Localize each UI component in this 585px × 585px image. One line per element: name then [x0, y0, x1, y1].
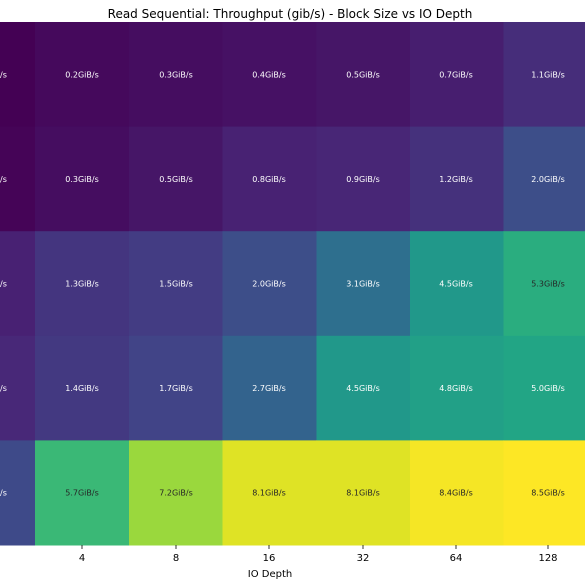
- x-tick-label-32: 32: [357, 553, 370, 564]
- x-tick-label-8: 8: [173, 553, 179, 564]
- heatmap-cell-label-r0-c2: 0.3GiB/s: [159, 70, 193, 79]
- heatmap-cell-r3-c0: [0, 335, 36, 441]
- heatmap-cell-r2-c0: [0, 231, 36, 337]
- heatmap-cell-label-r2-c0: /s: [0, 280, 7, 289]
- heatmap-cell-r1-c2: [129, 126, 223, 232]
- heatmap-cell-label-r0-c6: 1.1GiB/s: [531, 70, 565, 79]
- heatmap-cell-label-r4-c4: 8.1GiB/s: [346, 489, 380, 498]
- heatmap-cell-r3-c4: [316, 335, 411, 441]
- heatmap-cell-label-r0-c5: 0.7GiB/s: [439, 70, 473, 79]
- heatmap-cell-label-r4-c5: 8.4GiB/s: [439, 489, 473, 498]
- heatmap-cell-label-r3-c0: /s: [0, 384, 7, 393]
- heatmap-cell-r4-c2: [129, 440, 223, 546]
- heatmap-cells: /s 0.2GiB/s 0.3GiB/s 0.4GiB/s 0.5GiB/s 0.7GiB…: [0, 22, 585, 546]
- heatmap-cell-r1-c6: [503, 126, 585, 232]
- heatmap-cell-r3-c6: [503, 335, 585, 441]
- heatmap-cell-r1-c3: [222, 126, 317, 232]
- heatmap-cell-r2-c4: [316, 231, 411, 337]
- heatmap-cell-label-r2-c1: 1.3GiB/s: [65, 280, 99, 289]
- chart-title: Read Sequential: Throughput (gib/s) - Bl…: [108, 7, 473, 21]
- heatmap-cell-r4-c0: [0, 440, 36, 546]
- heatmap-cell-r3-c3: [222, 335, 317, 441]
- heatmap-cell-label-r4-c3: 8.1GiB/s: [252, 489, 286, 498]
- heatmap-cell-label-r3-c2: 1.7GiB/s: [159, 384, 193, 393]
- heatmap-cell-label-r1-c2: 0.5GiB/s: [159, 175, 193, 184]
- heatmap-cell-r4-c5: [410, 440, 504, 546]
- heatmap-cell-r3-c5: [410, 335, 504, 441]
- heatmap-cell-label-r3-c6: 5.0GiB/s: [531, 384, 565, 393]
- heatmap-cell-r0-c5: [410, 22, 504, 128]
- heatmap-cell-label-r4-c2: 7.2GiB/s: [159, 489, 193, 498]
- heatmap-cell-label-r4-c1: 5.7GiB/s: [65, 489, 99, 498]
- heatmap-cell-r2-c3: [222, 231, 317, 337]
- x-tick-label-4: 4: [79, 553, 85, 564]
- heatmap-cell-r0-c1: [35, 22, 130, 128]
- heatmap-cell-r3-c1: [35, 335, 130, 441]
- heatmap-cell-r0-c4: [316, 22, 411, 128]
- heatmap-cell-label-r2-c6: 5.3GiB/s: [531, 280, 565, 289]
- heatmap-cell-label-r2-c3: 2.0GiB/s: [252, 280, 286, 289]
- heatmap-cell-label-r1-c4: 0.9GiB/s: [346, 175, 380, 184]
- heatmap-cell-r2-c5: [410, 231, 504, 337]
- x-tick-label-128: 128: [538, 553, 557, 564]
- heatmap-cell-label-r1-c1: 0.3GiB/s: [65, 175, 99, 184]
- heatmap-cell-r4-c4: [316, 440, 411, 546]
- heatmap-cell-r4-c3: [222, 440, 317, 546]
- heatmap-cell-label-r1-c0: /s: [0, 175, 7, 184]
- heatmap-cell-label-r0-c3: 0.4GiB/s: [252, 70, 286, 79]
- heatmap-cell-r3-c2: [129, 335, 223, 441]
- heatmap-cell-r4-c6: [503, 440, 585, 546]
- heatmap-cell-label-r3-c5: 4.8GiB/s: [439, 384, 473, 393]
- heatmap-cell-label-r4-c6: 8.5GiB/s: [531, 489, 565, 498]
- heatmap-cell-label-r1-c5: 1.2GiB/s: [439, 175, 473, 184]
- heatmap-cell-label-r3-c1: 1.4GiB/s: [65, 384, 99, 393]
- heatmap-cell-r4-c1: [35, 440, 130, 546]
- heatmap-cell-r1-c5: [410, 126, 504, 232]
- heatmap-cell-label-r2-c4: 3.1GiB/s: [346, 280, 380, 289]
- heatmap-cell-label-r3-c3: 2.7GiB/s: [252, 384, 286, 393]
- heatmap-cell-r2-c1: [35, 231, 130, 337]
- heatmap-cell-label-r2-c2: 1.5GiB/s: [159, 280, 193, 289]
- heatmap-cell-label-r0-c4: 0.5GiB/s: [346, 70, 380, 79]
- heatmap-cell-label-r1-c6: 2.0GiB/s: [531, 175, 565, 184]
- heatmap-cell-label-r0-c1: 0.2GiB/s: [65, 70, 99, 79]
- heatmap-cell-r0-c3: [222, 22, 317, 128]
- x-tick-label-64: 64: [450, 553, 463, 564]
- heatmap-cell-r0-c0: [0, 22, 36, 128]
- heatmap-cell-r2-c6: [503, 231, 585, 337]
- x-axis-title: IO Depth: [248, 569, 292, 580]
- heatmap-cell-r0-c2: [129, 22, 223, 128]
- heatmap-cell-r1-c4: [316, 126, 411, 232]
- heatmap-cell-r1-c1: [35, 126, 130, 232]
- heatmap-cell-r2-c2: [129, 231, 223, 337]
- heatmap-cell-label-r4-c0: /s: [0, 489, 7, 498]
- heatmap-cell-label-r2-c5: 4.5GiB/s: [439, 280, 473, 289]
- heatmap-cell-label-r3-c4: 4.5GiB/s: [346, 384, 380, 393]
- heatmap-cell-r1-c0: [0, 126, 36, 232]
- heatmap-cell-r0-c6: [503, 22, 585, 128]
- x-tick-label-16: 16: [263, 553, 276, 564]
- heatmap-cell-label-r1-c3: 0.8GiB/s: [252, 175, 286, 184]
- heatmap-cell-label-r0-c0: /s: [0, 70, 7, 79]
- x-axis-ticks: 4 8 16 32 64 128: [79, 545, 558, 564]
